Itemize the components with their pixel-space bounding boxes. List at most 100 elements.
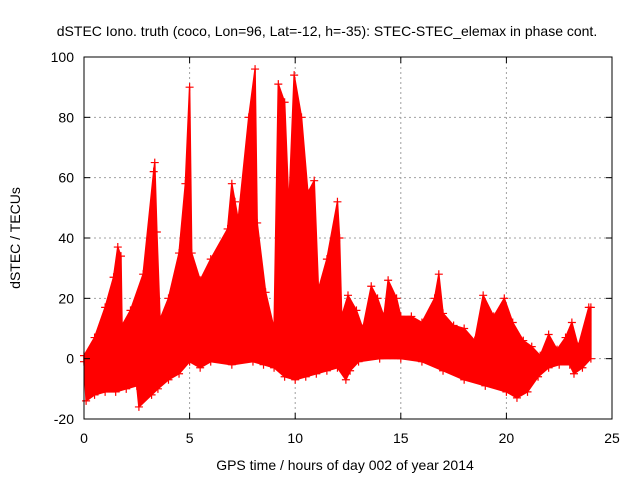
y-tick-label: 100 [51,49,75,65]
lower-point [322,366,331,375]
lower-point [502,387,511,396]
x-tick-label: 20 [499,430,515,446]
upper-point [358,324,367,333]
upper-point [508,318,517,327]
upper-point [567,318,576,327]
upper-point [439,309,448,318]
upper-point [449,321,458,330]
upper-point [527,342,536,351]
upper-point [175,249,184,258]
upper-point [373,294,382,303]
upper-point [280,98,289,107]
lower-point [175,369,184,378]
upper-point [310,176,319,185]
upper-point [333,197,342,206]
upper-point [430,294,439,303]
lower-point [341,375,350,384]
lower-point [101,387,110,396]
upper-point [164,294,173,303]
upper-point [553,345,562,354]
upper-point [489,312,498,321]
upper-point [379,312,388,321]
upper-point [234,215,243,224]
x-tick-label: 15 [393,430,409,446]
upper-point [470,336,479,345]
upper-point [314,285,323,294]
upper-point [297,113,306,122]
upper-point [156,315,165,324]
upper-point [149,167,158,176]
lower-point [417,357,426,366]
upper-point [251,65,260,74]
upper-point [344,291,352,300]
lower-point [185,357,194,366]
lower-point [301,372,310,381]
upper-point [434,270,443,279]
lower-point [132,381,141,390]
lower-point [111,387,120,396]
upper-point [303,188,312,197]
lower-point [544,363,553,372]
lower-point [312,369,321,378]
lower-point [333,363,342,372]
upper-point [586,303,595,312]
upper-point [231,197,240,206]
y-axis-label: dSTEC / TECUs [7,187,23,289]
lower-point [90,390,99,399]
lower-point [196,363,205,372]
lower-point [280,372,289,381]
lower-point [396,354,405,363]
x-tick-label: 25 [604,430,620,446]
y-tick-label: 0 [66,351,74,367]
upper-point [116,252,125,261]
upper-point [290,71,299,80]
lower-point [122,384,131,393]
upper-point [500,294,509,303]
lower-point [523,387,532,396]
upper-point [101,303,110,312]
upper-point [126,306,135,315]
lower-point [534,372,543,381]
upper-point [284,203,293,212]
upper-point [244,113,253,122]
upper-point [396,312,405,321]
upper-point [270,324,279,333]
lower-point [512,393,521,402]
lower-point [227,360,236,369]
upper-point [118,321,127,330]
upper-point [274,80,283,89]
upper-point [407,312,416,321]
y-tick-label: -20 [54,411,74,427]
lower-point [82,396,91,405]
upper-point [227,179,236,188]
lower-point [153,384,162,393]
upper-point [335,234,344,242]
upper-point [479,291,488,300]
lower-point [565,360,574,369]
y-tick-label: 80 [58,109,74,125]
lower-point [206,357,215,366]
lower-point [354,357,363,366]
upper-point [185,83,194,92]
lower-point [248,357,257,366]
upper-point [223,224,232,233]
lower-point [460,375,469,384]
upper-point [187,249,196,258]
upper-point [544,330,553,339]
x-tick-label: 10 [287,430,303,446]
upper-point [322,255,331,264]
upper-point [139,270,148,279]
lower-point [375,354,384,363]
lower-point [346,366,355,375]
lower-point [164,375,173,384]
upper-point [113,243,122,252]
axis-ticks: 0 5 10 15 20 25 -20 0 20 40 60 80 100 [51,49,620,446]
lower-point [586,354,595,363]
upper-point [519,336,528,345]
upper-point [367,282,376,291]
upper-point [417,318,426,327]
y-tick-label: 40 [58,230,74,246]
upper-point [196,276,205,285]
upper-point [109,273,118,282]
lower-point [259,360,268,369]
